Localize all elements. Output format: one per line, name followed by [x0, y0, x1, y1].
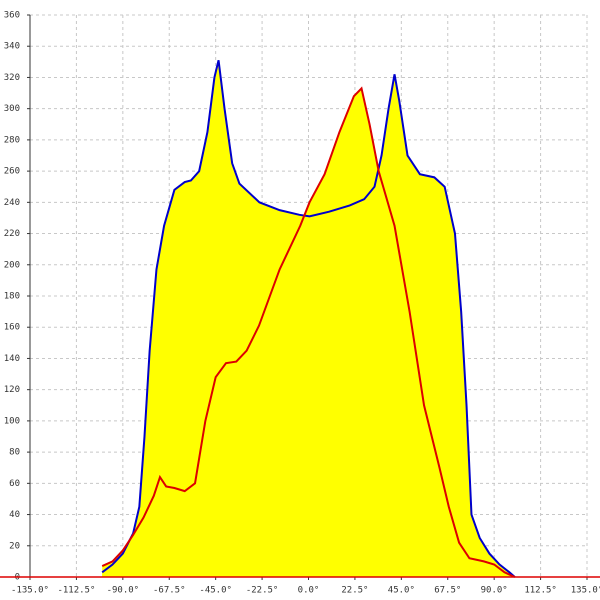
y-tick-label: 40 — [9, 510, 20, 520]
x-tick-label: -22.5° — [246, 586, 279, 596]
y-tick-label: 100 — [4, 416, 20, 426]
y-tick-label: 280 — [4, 135, 20, 145]
y-tick-label: 300 — [4, 104, 20, 114]
area-fill — [102, 88, 515, 577]
x-tick-label: -45.0° — [199, 586, 232, 596]
y-tick-label: 160 — [4, 323, 20, 333]
x-tick-label: 90.0° — [481, 586, 508, 596]
x-tick-label: -90.0° — [107, 586, 140, 596]
x-tick-label: 22.5° — [341, 586, 368, 596]
y-tick-label: 80 — [9, 448, 20, 458]
series-line — [101, 86, 516, 578]
x-tick-label: 45.0° — [388, 586, 415, 596]
y-tick-label: 260 — [4, 167, 20, 177]
x-tick-label: 135.0° — [571, 586, 600, 596]
y-tick-label: 20 — [9, 541, 20, 551]
y-tick-label: 120 — [4, 385, 20, 395]
y-tick-label: 180 — [4, 292, 20, 302]
y-tick-label: 60 — [9, 479, 20, 489]
y-tick-label: 360 — [4, 11, 20, 21]
y-tick-label: 320 — [4, 73, 20, 83]
x-tick-label: 0.0° — [298, 586, 320, 596]
y-tick-label: 240 — [4, 198, 20, 208]
y-tick-label: 200 — [4, 260, 20, 270]
x-tick-label: 112.5° — [524, 586, 557, 596]
x-tick-label: -112.5° — [57, 586, 95, 596]
x-tick-label: -135.0° — [11, 586, 49, 596]
x-tick-label: 67.5° — [434, 586, 461, 596]
y-tick-label: 220 — [4, 229, 20, 239]
y-tick-label: 340 — [4, 42, 20, 52]
x-tick-label: -67.5° — [153, 586, 186, 596]
y-tick-label: 140 — [4, 354, 20, 364]
